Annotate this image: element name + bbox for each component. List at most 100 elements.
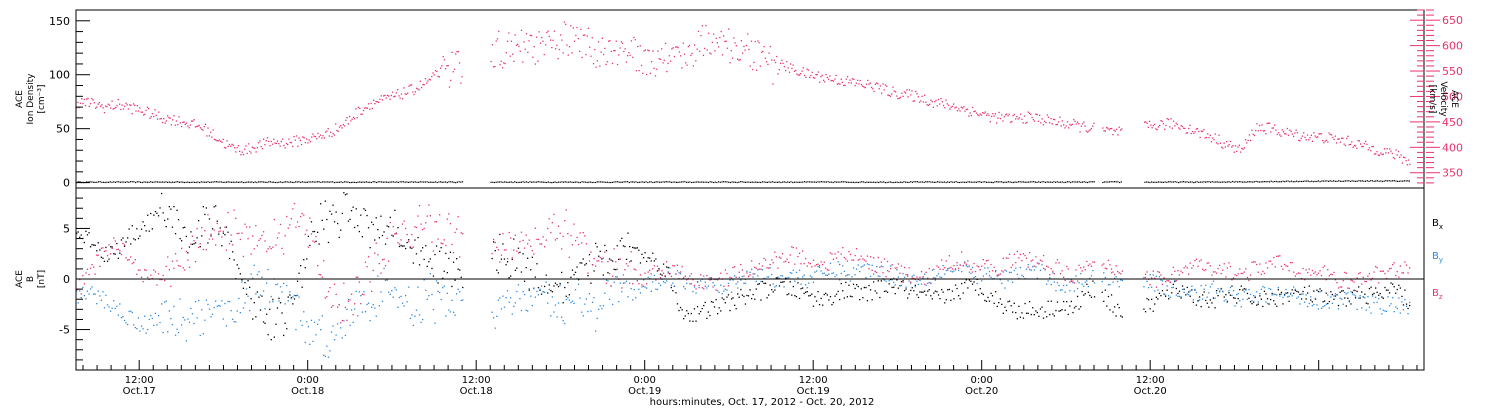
by-point — [1293, 286, 1295, 288]
bx-point — [1217, 295, 1219, 297]
bz-point — [1069, 281, 1071, 283]
velocity-point — [289, 141, 291, 144]
by-point — [605, 279, 608, 281]
bz-point — [659, 277, 662, 279]
velocity-point — [249, 150, 251, 153]
by-point — [860, 266, 862, 268]
bz-point — [942, 268, 944, 271]
velocity-point — [1257, 130, 1259, 132]
velocity-point — [647, 49, 649, 51]
bz-point — [1246, 276, 1249, 279]
velocity-point — [150, 116, 152, 118]
by-point — [91, 286, 93, 288]
velocity-point — [1362, 145, 1364, 148]
bx-point — [1059, 310, 1062, 312]
velocity-point — [613, 50, 615, 52]
velocity-point — [1059, 116, 1061, 118]
velocity-point — [738, 59, 740, 61]
velocity-point — [862, 85, 864, 87]
density-point — [748, 181, 750, 183]
bz-point — [865, 260, 867, 262]
bx-point — [695, 320, 697, 322]
by-point — [1063, 284, 1065, 287]
bx-point — [930, 295, 932, 297]
bx-point — [995, 291, 997, 293]
velocity-point — [1323, 142, 1325, 144]
bx-point — [783, 281, 785, 283]
top-left-tick-label: 50 — [56, 123, 70, 136]
density-point — [448, 181, 450, 183]
by-point — [971, 266, 974, 269]
density-point — [1317, 180, 1319, 182]
bx-point — [987, 296, 989, 299]
by-point — [635, 297, 637, 299]
bz-point — [295, 226, 297, 228]
bz-point — [134, 259, 136, 261]
velocity-point — [269, 145, 271, 147]
density-point — [1309, 181, 1311, 183]
bx-point — [612, 260, 614, 262]
by-point — [1273, 293, 1275, 295]
density-point — [1056, 181, 1058, 183]
bz-point — [978, 266, 980, 268]
velocity-point — [697, 30, 700, 32]
bz-point — [354, 303, 356, 305]
density-point — [456, 181, 458, 183]
bx-point — [1288, 300, 1290, 302]
by-point — [531, 304, 533, 307]
density-point — [900, 181, 902, 183]
by-point — [727, 282, 730, 285]
by-point — [655, 288, 657, 290]
velocity-point — [146, 106, 149, 108]
velocity-point — [599, 65, 601, 67]
velocity-point — [696, 48, 698, 50]
bz-point — [1004, 269, 1006, 271]
by-point — [693, 286, 696, 288]
bz-point — [99, 265, 101, 267]
by-point — [1344, 291, 1346, 294]
density-point — [455, 182, 457, 184]
by-point — [1245, 289, 1247, 291]
velocity-point — [437, 75, 439, 78]
top-ylabel-left: ACE Ion Density [cm⁻³] — [15, 73, 47, 125]
top-right-tick-label: 450 — [1442, 116, 1463, 129]
bz-point — [1021, 260, 1023, 262]
bz-point — [1046, 265, 1048, 267]
by-point — [1242, 298, 1244, 300]
velocity-point — [1200, 130, 1202, 132]
velocity-point — [887, 94, 889, 96]
bx-point — [690, 312, 692, 315]
bx-point — [1041, 306, 1043, 308]
velocity-point — [606, 61, 609, 63]
bx-point — [279, 302, 282, 304]
velocity-point — [903, 91, 906, 93]
by-point — [857, 264, 859, 266]
by-point — [794, 280, 796, 282]
bx-point — [420, 250, 422, 252]
by-point — [1276, 294, 1278, 296]
velocity-point — [175, 120, 178, 122]
bz-point — [653, 265, 655, 267]
density-point — [192, 181, 194, 183]
velocity-point — [969, 112, 971, 114]
bx-point — [309, 244, 311, 247]
density-point — [227, 181, 229, 183]
density-point — [657, 181, 659, 183]
top-ylabel-right-line: Velocity — [1438, 81, 1448, 117]
density-point — [86, 181, 88, 183]
density-point — [1011, 181, 1013, 183]
velocity-point — [1255, 129, 1257, 132]
bx-point — [1234, 297, 1236, 299]
bz-point — [190, 243, 192, 245]
density-point — [554, 181, 556, 183]
bx-point — [99, 249, 101, 251]
bz-point — [150, 274, 152, 276]
bz-point — [1296, 273, 1298, 275]
velocity-point — [414, 91, 416, 93]
bz-point — [408, 240, 410, 243]
bz-point — [292, 208, 294, 210]
bx-point — [751, 297, 753, 300]
velocity-point — [250, 152, 252, 154]
bx-point — [1320, 290, 1323, 292]
bz-point — [97, 254, 99, 256]
